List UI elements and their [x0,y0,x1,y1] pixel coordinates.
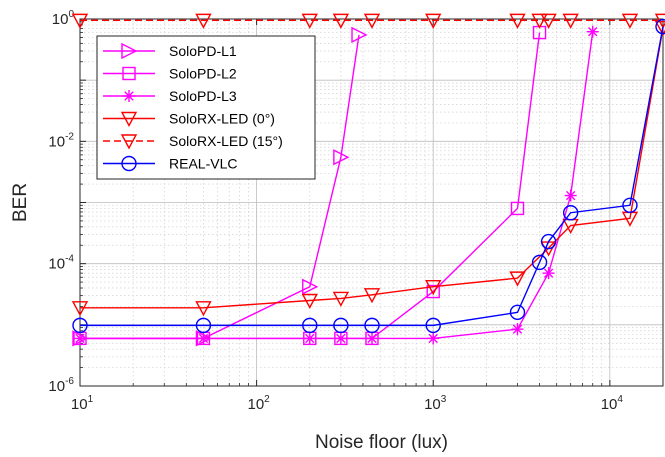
data-point-solopd-l2 [426,284,440,299]
y-tick-label: 10-2 [48,131,74,150]
data-point-solorx-led-15 [562,13,579,29]
legend-marker [123,90,135,102]
data-point-solopd-l3 [427,332,440,345]
series-solopd-l3 [74,25,599,345]
legend-label: REAL-VLC [169,156,237,172]
x-tick-label: 102 [247,394,270,413]
legend-label: SoloRX-LED (15°) [169,133,283,149]
star-stroke [565,190,576,201]
star-stroke [305,333,315,344]
data-point-solorx-led-15 [301,13,318,29]
y-tick-label: 100 [52,9,75,28]
data-point-real-vlc [425,317,441,334]
legend-marker [122,66,136,81]
star-stroke [428,333,438,344]
data-point-solopd-l3 [365,332,378,345]
data-point-solorx-led-0 [363,288,381,304]
data-point-real-vlc [72,317,88,334]
data-point-real-vlc [364,317,380,334]
data-point-solopd-l2 [510,201,525,216]
data-point-solorx-led-0 [425,280,442,296]
data-point-real-vlc [562,205,579,221]
series-real-vlc [72,18,665,334]
series-line-real-vlc [80,26,664,327]
data-point-solorx-led-15 [71,13,89,29]
y-axis-label: BER [10,183,31,222]
data-point-solorx-led-15 [531,13,548,29]
y-tick-label: 10-6 [48,376,74,395]
legend-entry-solorx-led-0: SoloRX-LED (0°) [103,111,275,127]
star-stroke [512,324,523,334]
x-tick-label: 101 [71,394,94,413]
data-point-real-vlc [622,197,638,213]
data-point-solorx-led-15 [425,13,442,29]
data-point-solopd-l1 [351,26,368,44]
legend-label: SoloPD-L2 [169,66,237,82]
legend-entry-solopd-l1: SoloPD-L1 [103,42,237,60]
tick-labels: 101 102 103 104 10-6 10-4 10-2 100 [48,9,623,413]
legend-entry-solorx-led-15: SoloRX-LED (15°) [103,133,283,150]
data-point-solorx-led-15 [540,13,557,29]
data-point-solopd-l1 [333,149,350,166]
x-tick-label: 104 [601,394,624,413]
x-axis-label: Noise floor (lux) [315,432,448,453]
star-stroke [543,268,554,278]
legend-marker [120,134,138,150]
series-line-solorx-led-0 [80,27,664,309]
data-point-real-vlc [540,233,557,250]
axis-ticks [79,18,664,387]
star-stroke [198,333,209,344]
legend-entry-real-vlc: REAL-VLC [103,156,237,172]
data-point-real-vlc [509,304,526,321]
data-point-solorx-led-15 [195,13,212,29]
legend-entry-solopd-l2: SoloPD-L2 [103,66,237,82]
data-point-solopd-l3 [564,189,577,202]
star-stroke [588,27,598,37]
data-point-solorx-led-0 [71,301,89,317]
legend-marker [121,155,137,172]
legend-label: SoloPD-L1 [169,43,237,59]
data-point-solopd-l3 [303,332,316,345]
data-point-solorx-led-0 [195,301,212,317]
y-tick-label: 10-4 [48,254,74,273]
data-point-solorx-led-0 [509,271,526,287]
legend: SoloPD-L1 SoloPD-L2 SoloPD-L3 SoloRX-LED (0… [96,35,316,180]
legend-label: SoloRX-LED (0°) [169,111,275,127]
series-solorx-led-15 [71,13,665,29]
data-point-solopd-l3 [334,332,347,345]
data-point-solorx-led-15 [509,13,526,29]
data-point-solopd-l3 [586,25,599,38]
data-point-solopd-l3 [542,267,555,280]
data-point-solopd-l3 [511,323,524,336]
data-point-solopd-l3 [74,332,86,345]
data-point-solorx-led-15 [332,13,350,29]
legend-marker [120,111,138,127]
data-point-real-vlc [195,317,212,334]
data-point-real-vlc [333,317,349,334]
star-stroke [367,333,377,344]
data-point-solorx-led-15 [363,13,381,29]
series-solorx-led-0 [71,21,665,317]
data-point-solorx-led-0 [332,291,350,307]
data-point-solopd-l3 [197,332,210,345]
legend-label: SoloPD-L3 [169,88,237,104]
legend-box [96,35,316,180]
series-line-solopd-l3 [80,31,594,340]
data-point-solorx-led-15 [621,13,639,29]
data-point-real-vlc [302,317,318,334]
data-point-solorx-led-0 [301,293,318,309]
data-point-real-vlc [655,18,665,35]
legend-marker [121,42,138,60]
series-layer [71,13,665,347]
star-stroke [75,333,85,344]
star-stroke [336,333,346,344]
data-point-solopd-l1 [302,278,319,295]
data-point-real-vlc [531,254,548,271]
x-tick-label: 103 [424,394,447,413]
data-point-solorx-led-0 [654,21,665,37]
legend-entry-solopd-l3: SoloPD-L3 [103,88,237,104]
star-stroke [124,91,134,101]
